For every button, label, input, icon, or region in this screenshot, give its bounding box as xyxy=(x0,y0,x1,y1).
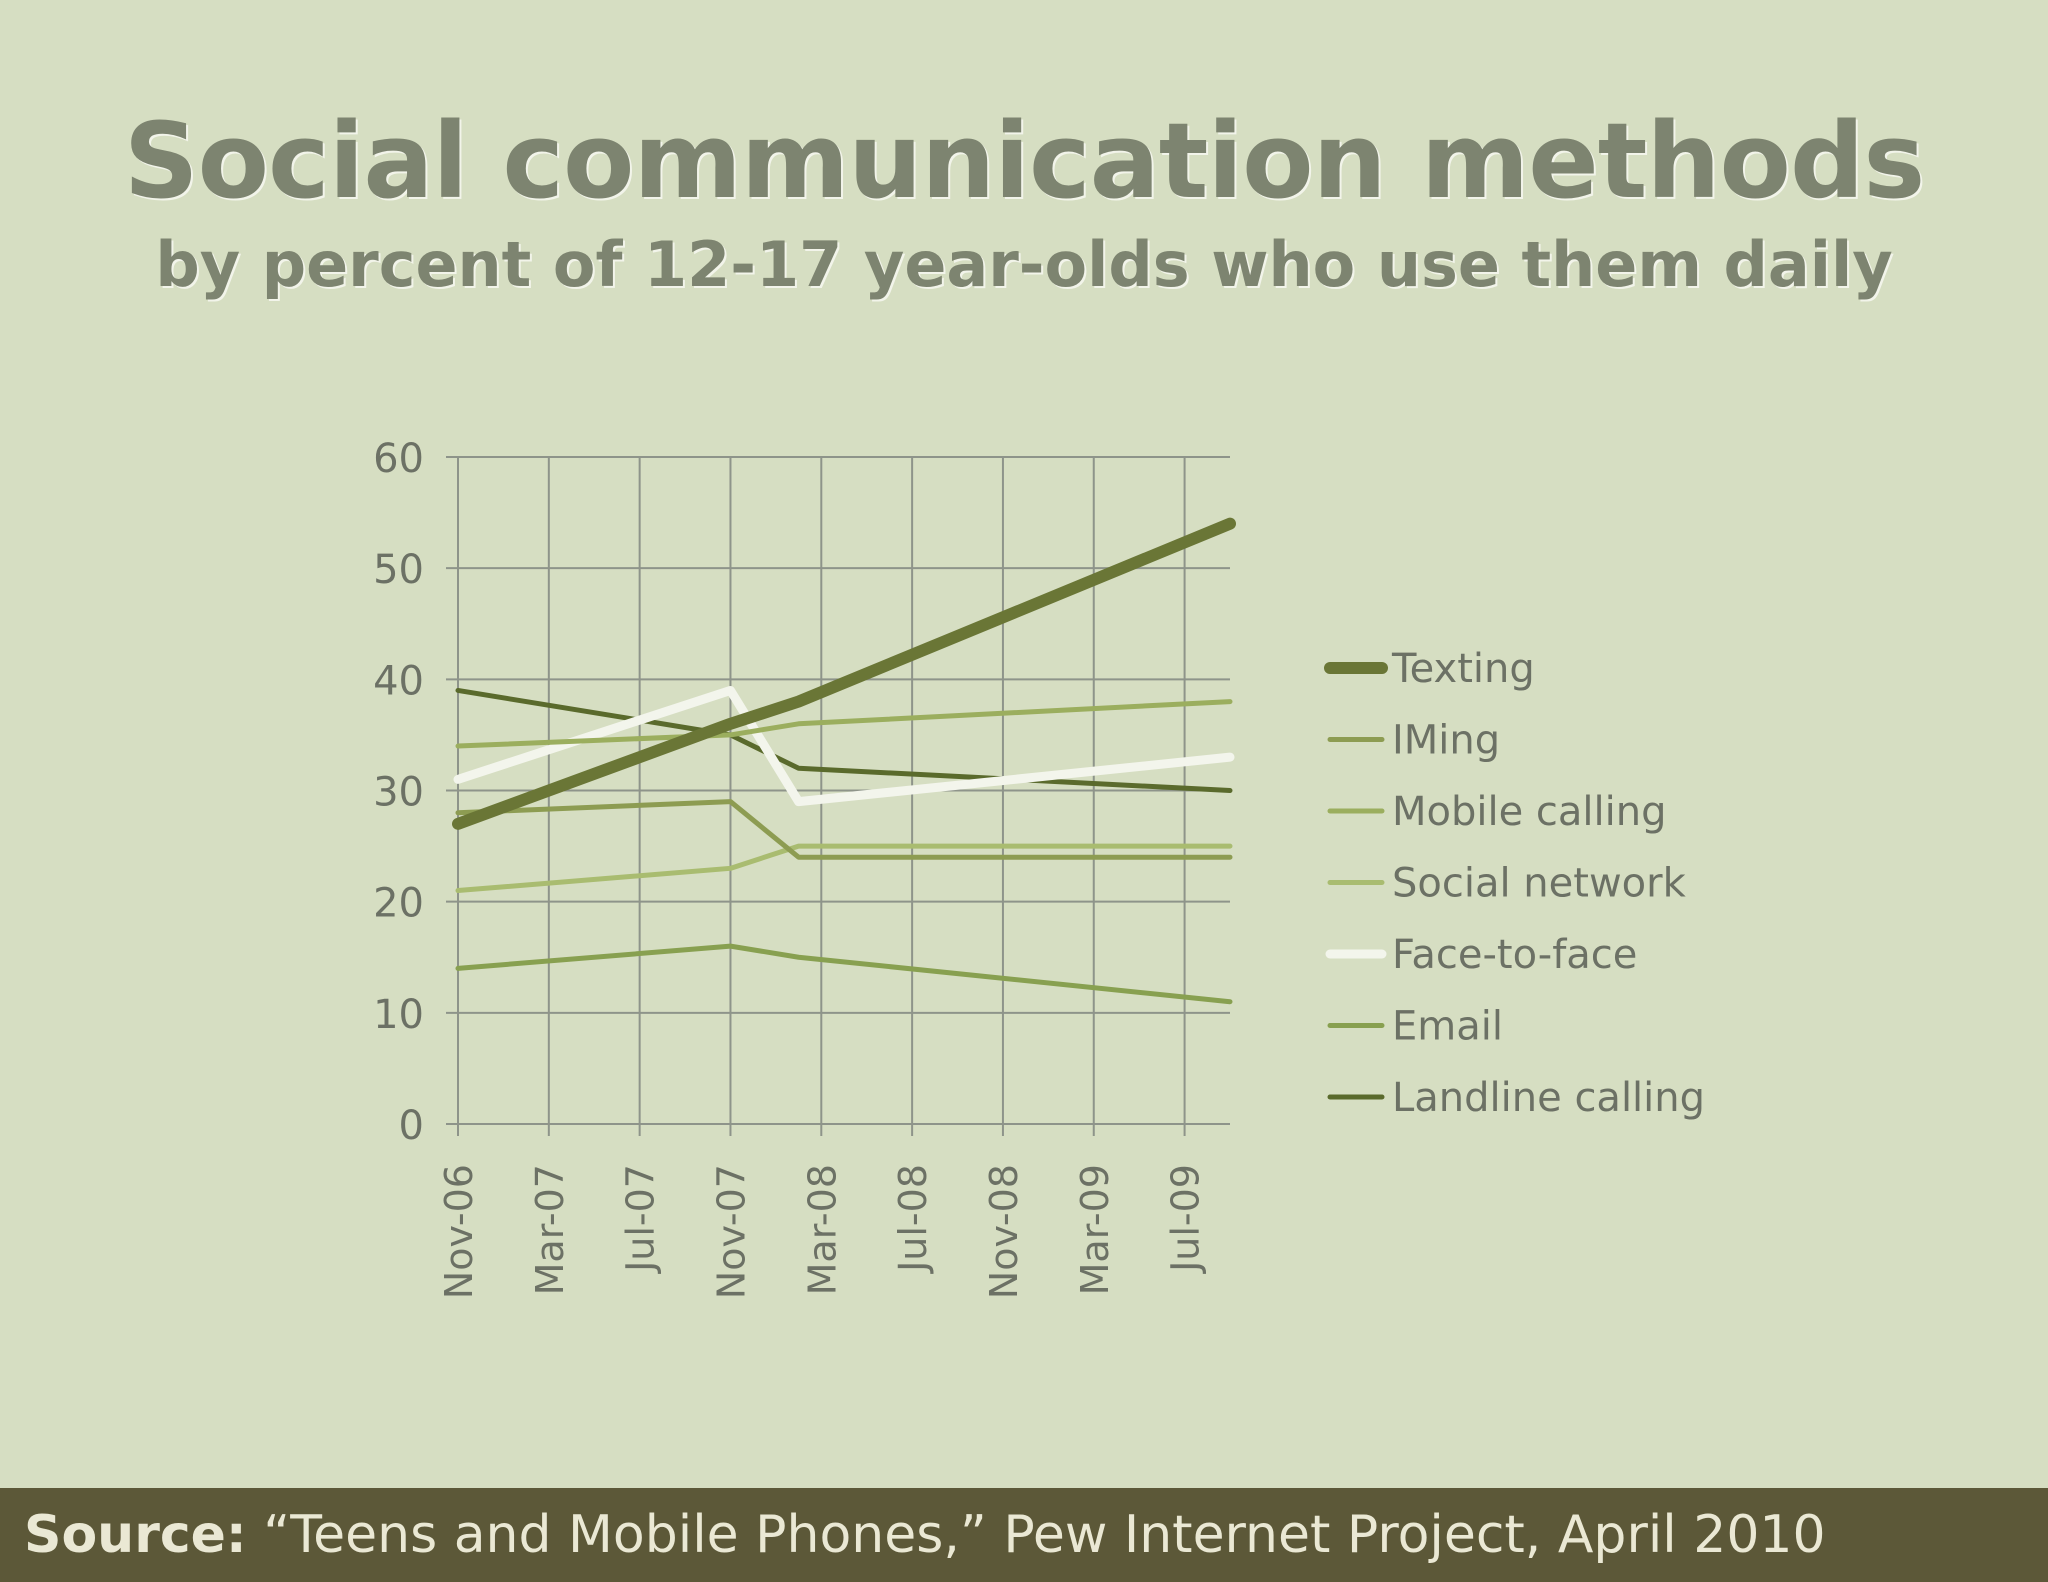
series-line-texting xyxy=(452,517,1236,830)
y-tick-label: 20 xyxy=(373,881,424,927)
legend-label: IMing xyxy=(1392,718,1500,764)
x-tick-label: Mar-07 xyxy=(528,1164,572,1295)
x-tick-label: Nov-06 xyxy=(437,1164,481,1299)
x-tick-label: Jul-08 xyxy=(891,1164,935,1274)
line-chart: 0 10 20 30 40 50 60 Nov-06 Mar-07 Jul-07 Nov-07 Mar… xyxy=(373,436,1705,1299)
source-text: “Teens and Mobile Phones,” Pew Internet … xyxy=(263,1505,1826,1565)
y-tick-label: 40 xyxy=(373,658,424,704)
y-tick-label: 10 xyxy=(373,992,424,1038)
x-tick-label: Mar-08 xyxy=(800,1164,844,1295)
source-label: Source: xyxy=(24,1505,247,1565)
x-tick-label: Nov-08 xyxy=(982,1164,1026,1299)
legend-label: Social network xyxy=(1392,861,1687,907)
legend-label: Email xyxy=(1392,1004,1503,1050)
series-line-social-network xyxy=(455,843,1233,894)
x-tick-label: Mar-09 xyxy=(1073,1164,1117,1295)
legend-label: Texting xyxy=(1391,646,1535,692)
y-tick-label: 60 xyxy=(373,436,424,482)
series-line-mobile-calling xyxy=(455,699,1233,749)
chart-title: Social communication methods xyxy=(123,100,1926,222)
y-tick-label: 30 xyxy=(373,770,424,816)
y-tick-label: 50 xyxy=(373,547,424,593)
series-line-face-to-face xyxy=(453,685,1235,807)
x-tick-label: Nov-07 xyxy=(709,1164,753,1299)
series-line-email xyxy=(455,943,1233,1005)
series-line-iming xyxy=(455,799,1233,860)
legend-label: Mobile calling xyxy=(1392,789,1667,835)
source-footer: Source: “Teens and Mobile Phones,” Pew I… xyxy=(0,1488,2048,1582)
legend-label: Face-to-face xyxy=(1392,932,1637,978)
chart-subtitle: by percent of 12-17 year-olds who use th… xyxy=(155,228,1893,301)
x-tick-label: Jul-09 xyxy=(1164,1164,1208,1274)
x-tick-label: Jul-07 xyxy=(619,1164,663,1274)
legend-label: Landline calling xyxy=(1392,1075,1705,1121)
y-tick-label: 0 xyxy=(399,1103,424,1149)
